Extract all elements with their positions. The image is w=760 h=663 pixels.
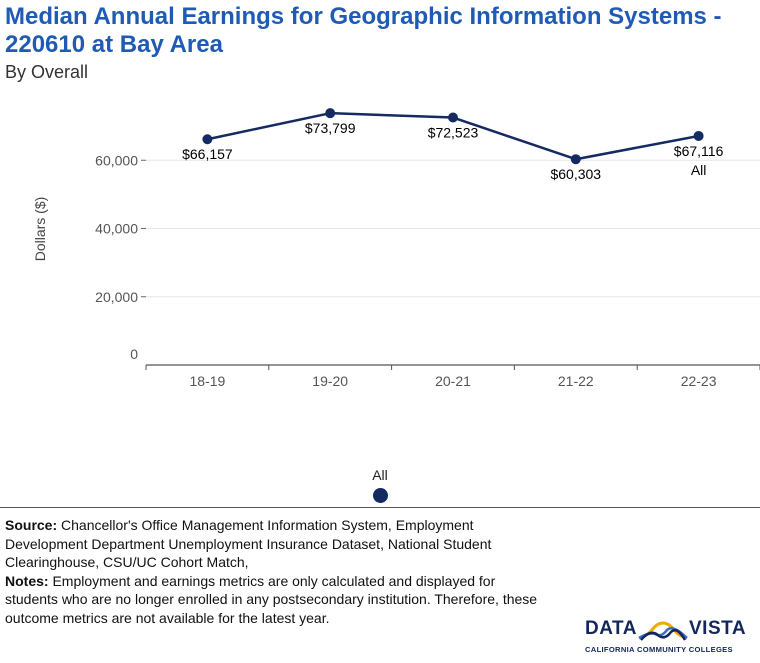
logo-word-data: DATA: [585, 618, 637, 639]
y-axis-title: Dollars ($): [32, 197, 48, 262]
notes-text: Employment and earnings metrics are only…: [5, 572, 538, 626]
data-label: $73,799: [305, 120, 356, 136]
series-end-label: All: [691, 162, 707, 178]
y-tick-label: 0: [130, 346, 138, 362]
source-text: Chancellor's Office Management Informati…: [5, 517, 492, 570]
x-tick-label: 20-21: [435, 373, 471, 389]
y-tick-label: 40,000: [95, 221, 138, 237]
data-point: [325, 108, 336, 119]
data-label: $60,303: [550, 166, 601, 182]
data-labels: $66,157 $73,799 $72,523 $60,303 $67,116 All: [182, 120, 723, 182]
data-point: [570, 154, 581, 165]
mountain-wave-icon: [638, 621, 688, 641]
divider: [0, 507, 760, 508]
data-label: $66,157: [182, 146, 233, 162]
x-axis: 18-19 19-20 20-21 21-22 22-23: [145, 364, 760, 389]
x-tick-label: 18-19: [189, 373, 225, 389]
x-tick-label: 22-23: [681, 373, 717, 389]
y-axis: 0 20,000 40,000 60,000: [95, 152, 146, 362]
y-tick-label: 60,000: [95, 152, 138, 168]
line-chart: 0 20,000 40,000 60,000 18-19 19-20 20-21 21-22…: [32, 108, 760, 389]
footer-notes: Source: Chancellor's Office Management I…: [5, 516, 550, 627]
data-label: $72,523: [428, 125, 479, 141]
x-tick-label: 19-20: [312, 373, 348, 389]
logo-word-vista: VISTA: [689, 618, 747, 639]
data-label: $67,116: [674, 143, 724, 159]
data-point: [448, 112, 458, 123]
chart-title: Median Annual Earnings for Geographic In…: [5, 3, 722, 58]
series-all: [202, 108, 704, 165]
data-point: [202, 134, 213, 145]
datavista-logo: DATA VISTA CALIFORNIA COMMUNITY COLLEGES: [585, 618, 750, 658]
y-tick-label: 20,000: [95, 289, 138, 305]
legend-label-all[interactable]: All: [372, 467, 388, 483]
notes-label: Notes:: [5, 572, 49, 589]
logo-tagline: CALIFORNIA COMMUNITY COLLEGES: [585, 645, 733, 654]
source-label: Source:: [5, 517, 58, 533]
data-point: [693, 130, 704, 141]
chart-subtitle: By Overall: [5, 62, 89, 82]
legend-marker-all[interactable]: [372, 488, 388, 503]
legend[interactable]: All: [330, 467, 430, 508]
gridlines: [146, 159, 760, 298]
x-tick-label: 21-22: [558, 373, 594, 389]
